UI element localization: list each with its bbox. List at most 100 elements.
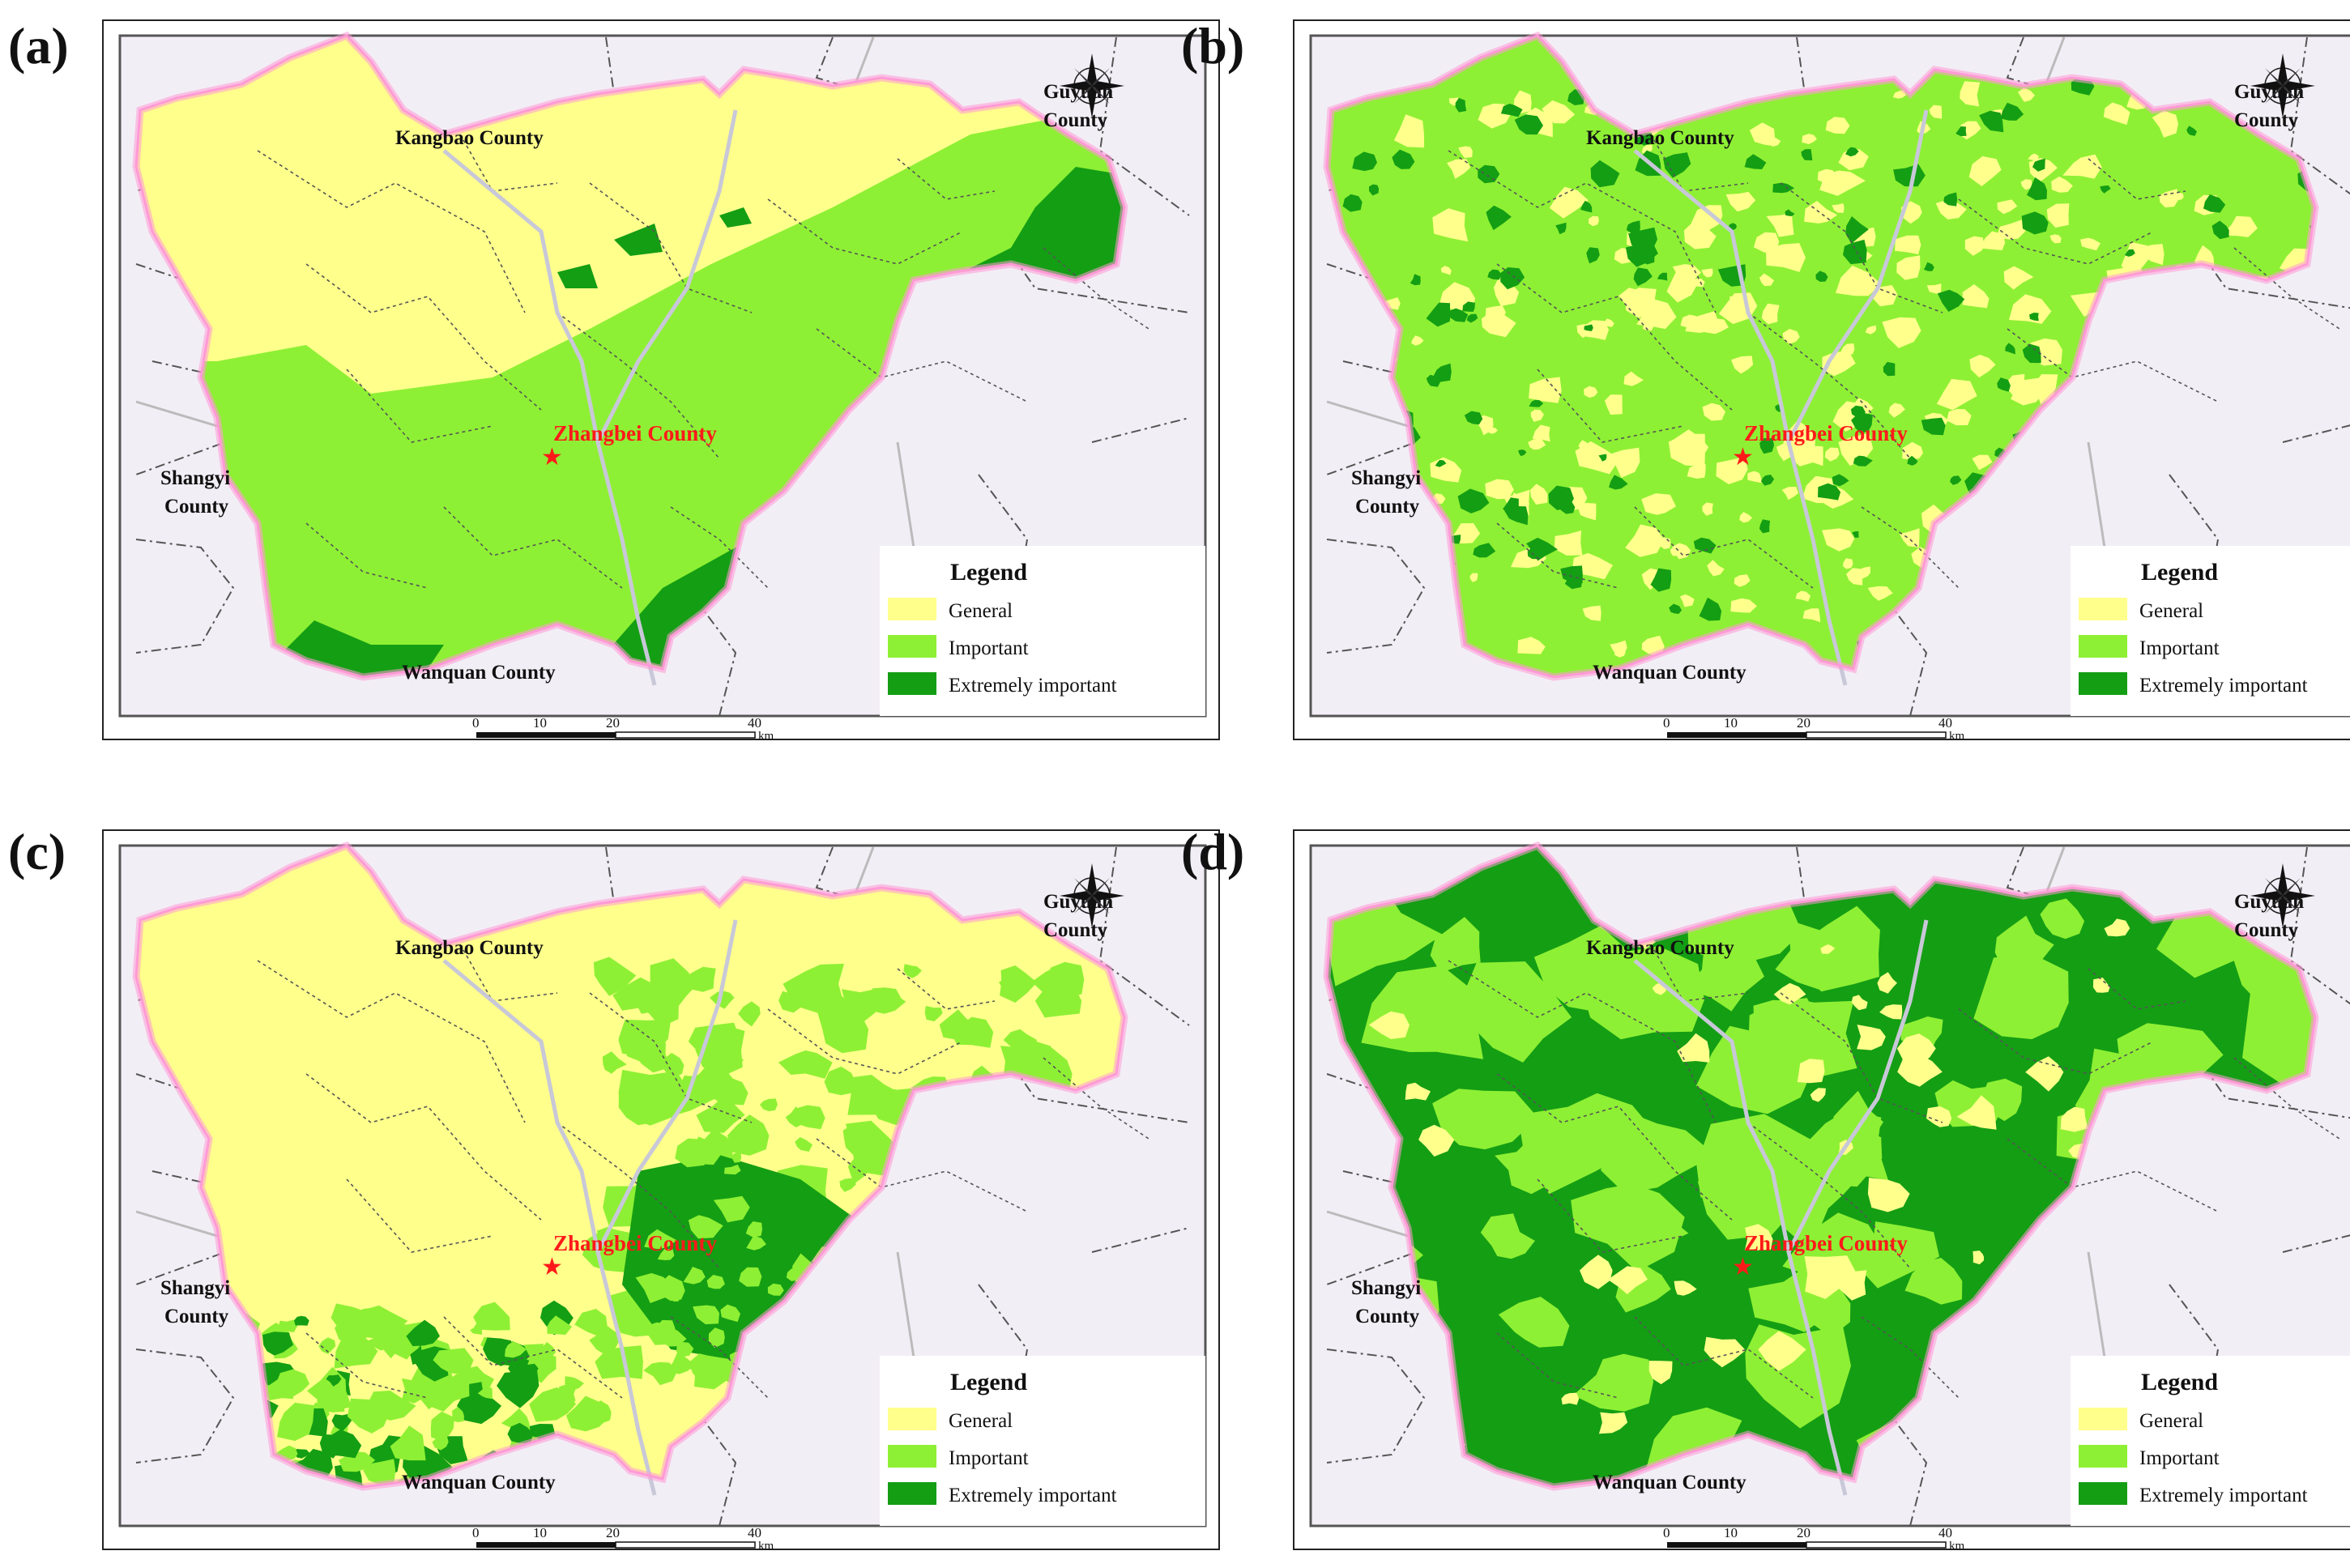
zone-general xyxy=(1642,322,1654,331)
zone-general xyxy=(1836,265,1882,296)
zone-general xyxy=(1795,590,1810,602)
zone-important xyxy=(326,1374,342,1387)
legend-label-general: General xyxy=(2139,1410,2203,1432)
legend: Legend General Important Extremely impor… xyxy=(2071,546,2350,716)
zone-general xyxy=(1458,146,1473,158)
zone-extremely-important xyxy=(1503,506,1529,526)
zone-important xyxy=(706,1275,725,1289)
zone-important xyxy=(477,1386,493,1400)
zone-important xyxy=(1994,915,2054,970)
zone-general xyxy=(1781,487,1798,501)
scale-tick-20: 20 xyxy=(606,715,620,731)
compass-rose-icon xyxy=(2250,863,2315,928)
zone-important xyxy=(724,1164,741,1175)
zone-general xyxy=(1368,1011,1410,1039)
legend-swatch-important xyxy=(2079,635,2127,658)
zone-general xyxy=(1840,343,1855,355)
zone-extremely-important xyxy=(1759,519,1771,534)
zone-important xyxy=(390,1425,426,1461)
zone-general xyxy=(1867,1178,1910,1212)
legend: Legend General Important Extremely impor… xyxy=(880,546,1205,716)
map-panel-d: ★ Zhangbei County Kangbao County Guyuan … xyxy=(1293,829,2350,1552)
zone-important xyxy=(713,1051,744,1070)
zone-important xyxy=(1495,1137,1551,1195)
zone-general xyxy=(1899,528,1920,548)
zone-extremely-important xyxy=(1785,209,1795,216)
zone-general xyxy=(1575,441,1620,475)
zone-general xyxy=(1797,1059,1825,1084)
zone-important xyxy=(688,1215,723,1239)
zone-important xyxy=(263,1376,294,1401)
scale-tick-40: 40 xyxy=(748,1525,761,1540)
zone-extremely-important xyxy=(1426,374,1441,387)
zone-general xyxy=(1956,1095,1997,1130)
compass-rose-icon xyxy=(1060,863,1124,928)
zone-general xyxy=(1973,1251,1985,1265)
zone-important xyxy=(473,1302,510,1331)
zone-general xyxy=(1725,191,1756,212)
zone-extremely-important xyxy=(2186,126,2197,136)
legend-swatch-extremely-important xyxy=(2079,672,2127,695)
zone-extremely-important xyxy=(962,167,1124,288)
zone-general xyxy=(1926,1106,1952,1127)
legend-label-extremely-important: Extremely important xyxy=(2139,1485,2308,1506)
zone-extremely-important xyxy=(1529,399,1544,407)
zone-extremely-important xyxy=(1352,151,1377,172)
center-county-label: Zhangbei County xyxy=(553,1231,717,1255)
legend-title: Legend xyxy=(950,559,1027,586)
zone-general xyxy=(1872,285,1898,307)
zone-extremely-important xyxy=(614,224,663,256)
legend-swatch-general xyxy=(2079,1408,2127,1430)
zone-general xyxy=(2009,294,2052,324)
zone-extremely-important xyxy=(1759,438,1774,454)
zone-extremely-important xyxy=(1478,164,1500,184)
main-road xyxy=(442,919,738,1496)
zone-important xyxy=(527,1344,549,1365)
zone-general xyxy=(1493,275,1520,306)
zone-important xyxy=(684,1136,722,1165)
zone-general xyxy=(1702,502,1713,516)
zone-important xyxy=(574,1309,610,1337)
zone-general xyxy=(2104,918,2130,937)
neighbor-label-west-1: Shangyi xyxy=(1351,467,1421,489)
zone-important xyxy=(689,1353,717,1383)
zone-important xyxy=(778,991,808,1013)
zone-general xyxy=(1485,479,1514,500)
zone-general xyxy=(1702,403,1725,421)
zone-general xyxy=(1739,512,1753,523)
zone-extremely-important xyxy=(1937,289,1965,312)
zone-general xyxy=(1623,371,1644,386)
zone-general xyxy=(1759,273,1775,287)
zone-important xyxy=(363,1459,396,1485)
zone-general xyxy=(1731,356,1754,374)
neighbor-label-west-2: County xyxy=(164,1306,229,1327)
zone-general xyxy=(1411,335,1424,346)
zone-important xyxy=(452,1406,464,1422)
zone-general xyxy=(1674,1280,1697,1296)
zone-general xyxy=(1896,255,1921,280)
zone-important xyxy=(778,1050,833,1079)
zone-important xyxy=(430,1411,454,1442)
zone-general xyxy=(2152,110,2178,138)
legend-swatch-important xyxy=(2079,1445,2127,1468)
zone-extremely-important xyxy=(1426,302,1451,327)
zone-general xyxy=(1580,320,1610,340)
zone-extremely-important xyxy=(1564,571,1583,590)
scale-tick-0: 0 xyxy=(472,1525,480,1540)
zone-important xyxy=(644,1229,677,1250)
scale-tick-20: 20 xyxy=(1797,715,1810,731)
neighbor-label-west-2: County xyxy=(1355,496,1420,518)
zone-important xyxy=(939,1009,975,1041)
zone-extremely-important xyxy=(2100,185,2111,194)
zone-general xyxy=(1936,378,1977,411)
zone-general xyxy=(1707,560,1725,577)
zone-important xyxy=(746,1235,766,1251)
zone-important xyxy=(903,964,922,978)
county-boundary xyxy=(1323,31,2319,681)
zone-general xyxy=(1824,447,1840,462)
zone-general xyxy=(1614,248,1631,264)
zone-extremely-important xyxy=(1609,475,1628,490)
zone-general xyxy=(1879,1004,1903,1020)
zone-general xyxy=(1867,586,1893,601)
zone-extremely-important xyxy=(1473,543,1496,558)
